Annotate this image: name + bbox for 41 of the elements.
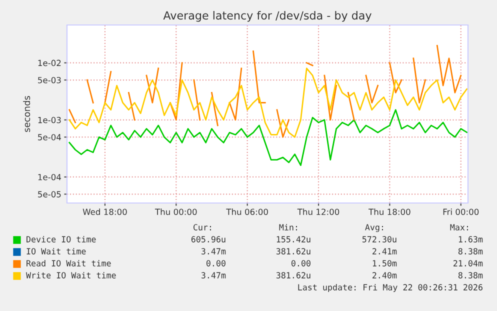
text: 8.38m bbox=[458, 248, 483, 254]
text: 2.40m bbox=[372, 272, 397, 278]
y-tick-label: 1e-02 bbox=[38, 60, 61, 66]
text: 155.42u bbox=[276, 236, 310, 242]
x-tick-label: Thu 12:00 bbox=[297, 208, 340, 216]
text: 0.00 bbox=[291, 260, 310, 266]
text: Min: bbox=[279, 224, 297, 230]
legend-label: Read IO Wait time bbox=[26, 260, 111, 266]
text: Cur: bbox=[193, 224, 211, 230]
chart-title: Average latency for /dev/sda - by day bbox=[163, 11, 372, 22]
y-tick-label: 5e-04 bbox=[38, 134, 61, 140]
x-tick-label: Thu 18:00 bbox=[368, 208, 410, 216]
text: Max: bbox=[450, 224, 468, 230]
text: Avg: bbox=[365, 224, 383, 232]
text: Last update: Fri May 22 00:26:31 2026 bbox=[298, 284, 482, 292]
legend-label: IO Wait time bbox=[26, 248, 86, 254]
text: 21.04m bbox=[454, 260, 483, 266]
text: 1.63m bbox=[458, 236, 483, 242]
x-tick-label: Wed 18:00 bbox=[82, 208, 127, 216]
y-tick-label: 5e-03 bbox=[38, 76, 61, 84]
x-tick-label: Fri 00:00 bbox=[443, 208, 479, 216]
x-tick-label: Thu 00:00 bbox=[154, 208, 197, 216]
y-axis-title: seconds bbox=[23, 96, 30, 132]
y-tick-label: 5e-05 bbox=[38, 191, 61, 198]
text: 572.30u bbox=[362, 236, 396, 242]
y-tick-label: 1e-04 bbox=[38, 174, 61, 180]
text: 2.41m bbox=[372, 248, 397, 254]
x-tick-label: Thu 06:00 bbox=[226, 208, 268, 216]
text: 381.62u bbox=[276, 272, 310, 278]
text: 3.47m bbox=[201, 248, 226, 254]
legend-label: Device IO time bbox=[26, 236, 96, 242]
text: 381.62u bbox=[276, 248, 310, 254]
y-tick-label: 1e-03 bbox=[38, 116, 61, 124]
text: 3.47m bbox=[201, 272, 226, 278]
text: 0.00 bbox=[206, 260, 226, 266]
line-series bbox=[68, 109, 468, 166]
text: 8.38m bbox=[458, 272, 483, 278]
text: 1.50m bbox=[372, 260, 397, 266]
line-series bbox=[68, 68, 468, 138]
text: 605.96u bbox=[191, 236, 226, 242]
legend-label: Write IO Wait time bbox=[26, 272, 116, 278]
